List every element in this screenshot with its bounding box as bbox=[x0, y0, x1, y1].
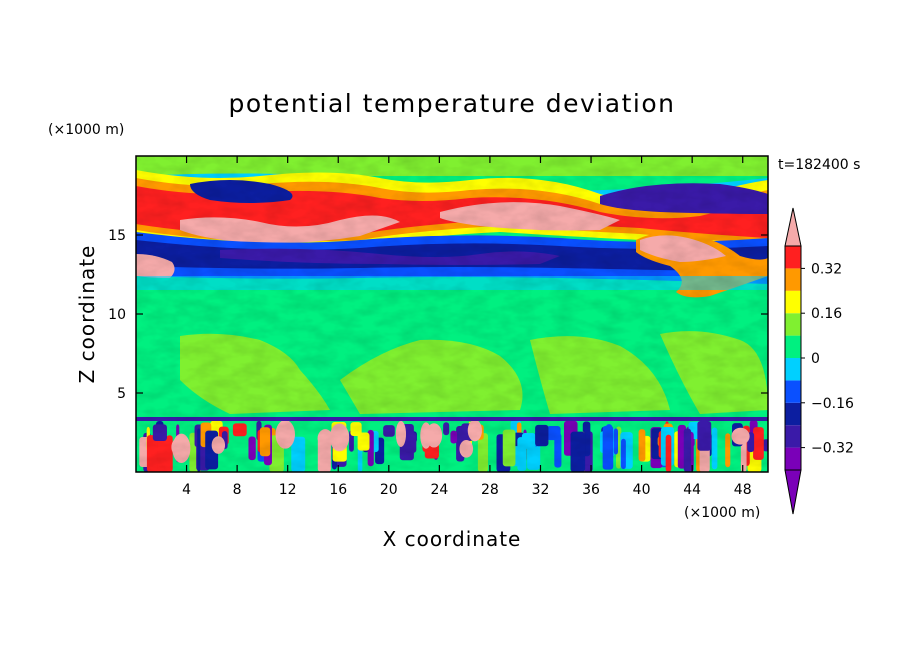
colorbar-tick-label: −0.32 bbox=[811, 441, 854, 457]
x-tick-label: 44 bbox=[683, 482, 701, 498]
y-axis-label: Z coordinate bbox=[75, 245, 99, 384]
x-tick-label: 28 bbox=[481, 482, 499, 498]
chart-title: potential temperature deviation bbox=[229, 89, 676, 118]
x-tick-label: 4 bbox=[182, 482, 191, 498]
y-tick-label: 15 bbox=[108, 228, 126, 244]
x-tick-label: 40 bbox=[633, 482, 651, 498]
y-tick-label: 10 bbox=[108, 307, 126, 323]
colorbar-segment bbox=[785, 402, 801, 426]
colorbar-segment bbox=[785, 290, 801, 314]
colorbar-tick-label: 0 bbox=[811, 351, 820, 367]
x-tick-label: 24 bbox=[430, 482, 448, 498]
colorbar-segment bbox=[785, 358, 801, 381]
x-tick-label: 20 bbox=[380, 482, 398, 498]
x-unit-label: (×1000 m) bbox=[684, 505, 760, 521]
noise-texture bbox=[136, 156, 768, 472]
colorbar-segment bbox=[785, 268, 801, 291]
colorbar-segment bbox=[785, 425, 801, 448]
y-axis-ticks: 5 10 15 bbox=[108, 228, 768, 402]
x-tick-label: 32 bbox=[532, 482, 550, 498]
colorbar-segment bbox=[785, 313, 801, 336]
contour-field bbox=[136, 156, 768, 472]
colorbar-segment bbox=[785, 335, 801, 358]
colorbar-segment bbox=[785, 380, 801, 403]
x-axis-ticks: 4 8 12 16 20 24 28 32 36 40 44 48 bbox=[182, 156, 752, 498]
time-label: t=182400 s bbox=[778, 157, 860, 173]
x-tick-label: 16 bbox=[329, 482, 347, 498]
colorbar-tick-label: −0.16 bbox=[811, 396, 854, 412]
x-tick-label: 36 bbox=[582, 482, 600, 498]
colorbar-lower-extension bbox=[784, 469, 802, 515]
x-tick-label: 12 bbox=[279, 482, 297, 498]
y-unit-label: (×1000 m) bbox=[48, 122, 124, 138]
colorbar-segment bbox=[785, 246, 801, 269]
colorbar-segment bbox=[785, 447, 801, 470]
y-tick-label: 5 bbox=[117, 386, 126, 402]
x-axis-label: X coordinate bbox=[383, 527, 522, 551]
colorbar-upper-extension bbox=[784, 207, 802, 247]
x-tick-label: 48 bbox=[734, 482, 752, 498]
colorbar: 0.32 0.16 0 −0.16 −0.32 bbox=[784, 207, 854, 515]
colorbar-tick-label: 0.32 bbox=[811, 261, 842, 277]
x-tick-label: 8 bbox=[233, 482, 242, 498]
colorbar-tick-label: 0.16 bbox=[811, 306, 842, 322]
